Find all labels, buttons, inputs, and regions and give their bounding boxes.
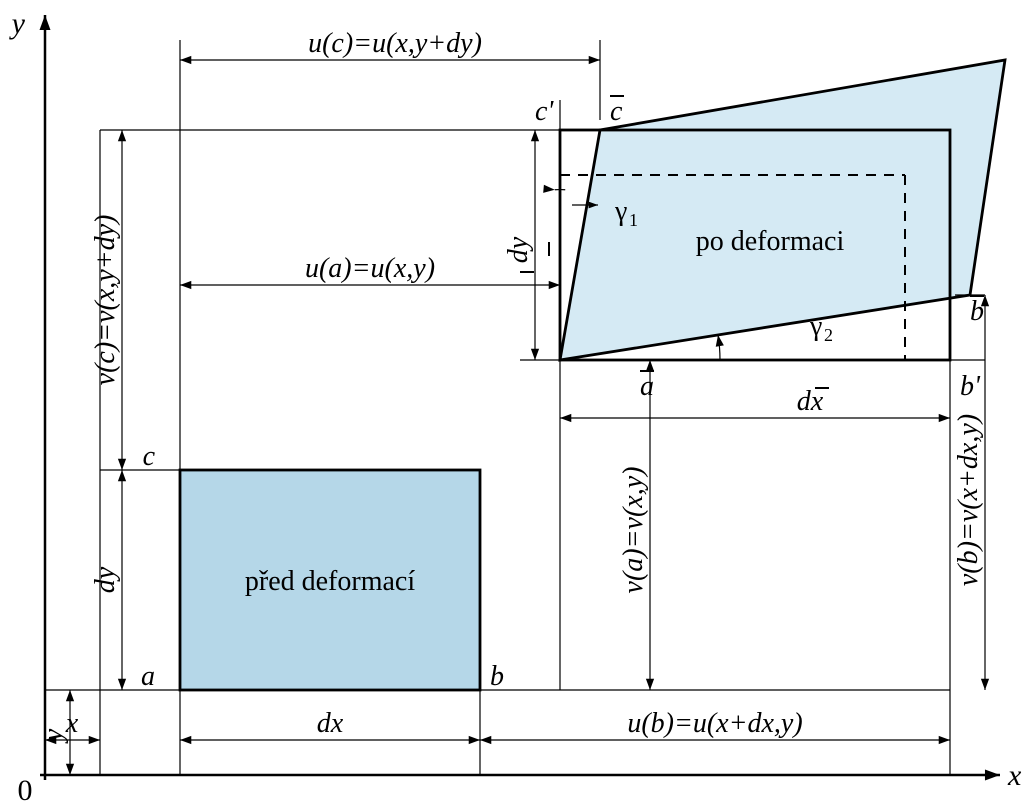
- svg-text:y: y: [38, 728, 69, 744]
- svg-text:dy: dy: [503, 236, 534, 263]
- svg-text:c: c: [143, 441, 156, 472]
- svg-text:v(b)=v(x+dx,y): v(b)=v(x+dx,y): [953, 414, 984, 586]
- svg-text:v(c)=v(x,y+dy): v(c)=v(x,y+dy): [90, 215, 121, 386]
- svg-text:b: b: [490, 661, 504, 692]
- svg-text:γ: γ: [809, 311, 822, 342]
- svg-text:c': c': [535, 96, 554, 127]
- svg-text:u(b)=u(x+dx,y): u(b)=u(x+dx,y): [627, 708, 802, 739]
- svg-text:0: 0: [18, 774, 33, 807]
- svg-text:2: 2: [824, 325, 833, 345]
- svg-text:u(a)=u(x,y): u(a)=u(x,y): [305, 253, 435, 284]
- svg-text:b: b: [970, 296, 984, 327]
- svg-text:před deformací: před deformací: [245, 566, 415, 597]
- svg-text:dy: dy: [90, 566, 121, 593]
- svg-text:b': b': [960, 371, 981, 402]
- svg-text:γ: γ: [614, 196, 627, 227]
- svg-text:c: c: [610, 96, 623, 127]
- svg-text:y: y: [9, 7, 26, 40]
- svg-text:v(a)=v(x,y): v(a)=v(x,y): [618, 467, 649, 594]
- svg-text:a: a: [141, 661, 155, 692]
- svg-text:dx: dx: [797, 386, 824, 417]
- svg-text:1: 1: [629, 210, 638, 230]
- svg-text:po deformaci: po deformaci: [696, 226, 845, 257]
- svg-text:u(c)=u(x,y+dy): u(c)=u(x,y+dy): [308, 28, 482, 59]
- deformation-diagram: x y 0 před deformací a b c po deformaci a b' b c' c γ…: [0, 0, 1024, 812]
- svg-text:dx: dx: [317, 708, 344, 739]
- svg-text:a: a: [640, 371, 654, 402]
- svg-text:x: x: [1007, 759, 1022, 792]
